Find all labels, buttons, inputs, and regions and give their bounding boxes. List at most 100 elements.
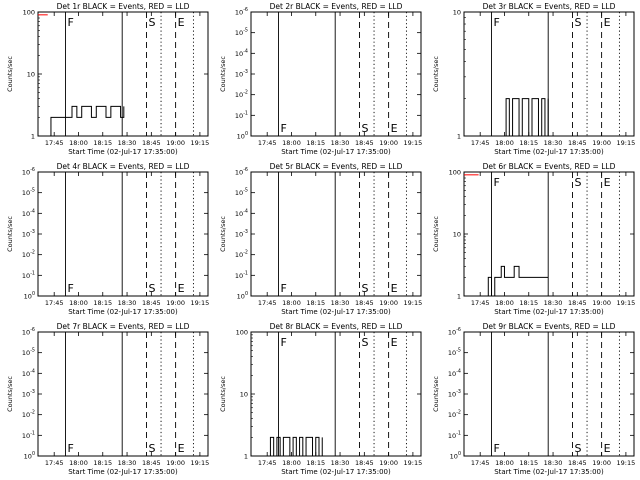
marker-label: F bbox=[281, 282, 287, 295]
y-tick-label: 10-4 bbox=[448, 368, 461, 378]
x-tick-label: 18:30 bbox=[544, 299, 563, 307]
y-axis-label: Counts/sec bbox=[432, 216, 440, 252]
marker-label: F bbox=[494, 442, 500, 455]
x-tick-label: 19:00 bbox=[166, 459, 185, 467]
x-tick-label: 17:45 bbox=[471, 459, 490, 467]
chart-title: Det 5r BLACK = Events, RED = LLD bbox=[270, 162, 403, 171]
series-line bbox=[504, 98, 549, 137]
detector-panel-8: Det 8r BLACK = Events, RED = LLD 1 10 100 17… bbox=[213, 320, 426, 480]
y-axis-label: Counts/sec bbox=[6, 376, 14, 412]
chart-svg: Det 2r BLACK = Events, RED = LLD 100 10-1 1… bbox=[219, 2, 422, 156]
y-tick-label: 10-6 bbox=[22, 167, 35, 177]
x-tick-label: 18:15 bbox=[93, 139, 112, 147]
detector-panel-6: Det 6r BLACK = Events, RED = LLD 1 10 100 17… bbox=[426, 160, 639, 320]
x-tick-label: 18:45 bbox=[568, 459, 587, 467]
x-tick-label: 18:30 bbox=[118, 139, 137, 147]
y-tick-exponent: -1 bbox=[243, 110, 248, 116]
x-tick-label: 18:15 bbox=[306, 459, 325, 467]
y-tick-label: 10-6 bbox=[235, 7, 248, 17]
marker-label: F bbox=[281, 122, 287, 135]
y-tick-exponent: -3 bbox=[243, 69, 248, 75]
chart-title: Det 7r BLACK = Events, RED = LLD bbox=[57, 322, 190, 331]
plot-frame bbox=[463, 331, 635, 457]
x-tick-label: 19:00 bbox=[379, 139, 398, 147]
chart-svg: Det 7r BLACK = Events, RED = LLD 100 10-1 1… bbox=[6, 322, 210, 476]
y-tick-exponent: -6 bbox=[243, 167, 248, 173]
detector-panel-1: Det 1r BLACK = Events, RED = LLD 1 10 100 17… bbox=[0, 0, 213, 160]
x-tick-label: 19:15 bbox=[191, 299, 210, 307]
y-tick-exponent: -6 bbox=[243, 7, 248, 13]
x-tick-label: 18:15 bbox=[93, 299, 112, 307]
y-tick-label: 10-5 bbox=[448, 348, 461, 358]
x-tick-label: 18:30 bbox=[544, 139, 563, 147]
y-tick-label: 1 bbox=[31, 133, 35, 141]
series-line bbox=[267, 436, 323, 457]
y-tick-exponent: -6 bbox=[30, 167, 35, 173]
y-tick-label: 10-4 bbox=[235, 48, 248, 58]
x-tick-label: 18:30 bbox=[118, 459, 137, 467]
y-tick-label: 10-2 bbox=[235, 90, 248, 100]
marker-label: E bbox=[604, 176, 611, 189]
chart-title: Det 1r BLACK = Events, RED = LLD bbox=[57, 2, 190, 11]
y-tick-label: 10-2 bbox=[22, 250, 35, 260]
series-line bbox=[481, 265, 549, 297]
x-tick-label: 19:15 bbox=[404, 459, 423, 467]
chart-title: Det 4r BLACK = Events, RED = LLD bbox=[57, 162, 190, 171]
x-tick-label: 18:00 bbox=[282, 139, 301, 147]
marker-label: S bbox=[148, 16, 155, 29]
y-tick-label: 10-3 bbox=[22, 389, 35, 399]
y-tick-exponent: -6 bbox=[456, 327, 461, 333]
x-tick-label: 18:45 bbox=[355, 299, 374, 307]
marker-label: F bbox=[281, 336, 287, 349]
detector-panel-3: Det 3r BLACK = Events, RED = LLD 1 10 17:45… bbox=[426, 0, 639, 160]
x-tick-label: 19:00 bbox=[166, 139, 185, 147]
x-tick-label: 18:15 bbox=[306, 299, 325, 307]
y-tick-label: 10 bbox=[27, 71, 35, 79]
y-tick-label: 10-2 bbox=[22, 410, 35, 420]
y-tick-label: 10-1 bbox=[235, 110, 248, 120]
x-tick-label: 19:00 bbox=[166, 299, 185, 307]
x-tick-label: 19:15 bbox=[404, 299, 423, 307]
y-tick-exponent: -2 bbox=[243, 90, 248, 96]
y-tick-exponent: -2 bbox=[30, 250, 35, 256]
chart-title: Det 8r BLACK = Events, RED = LLD bbox=[270, 322, 403, 331]
y-tick-label: 10-4 bbox=[22, 208, 35, 218]
x-tick-label: 19:15 bbox=[617, 299, 636, 307]
y-tick-label: 100 bbox=[24, 291, 35, 301]
chart-svg: Det 3r BLACK = Events, RED = LLD 1 10 17:45… bbox=[432, 2, 635, 156]
x-tick-label: 18:15 bbox=[519, 459, 538, 467]
marker-label: E bbox=[178, 442, 185, 455]
y-tick-exponent: 0 bbox=[458, 451, 461, 457]
detector-panel-9: Det 9r BLACK = Events, RED = LLD 100 10-1 1… bbox=[426, 320, 639, 480]
x-tick-label: 17:45 bbox=[45, 299, 64, 307]
y-tick-exponent: -5 bbox=[456, 348, 461, 354]
x-tick-label: 18:45 bbox=[142, 299, 161, 307]
y-tick-label: 10-5 bbox=[235, 28, 248, 38]
x-tick-label: 18:00 bbox=[495, 299, 514, 307]
y-tick-label: 10-3 bbox=[448, 389, 461, 399]
y-tick-label: 1 bbox=[457, 293, 461, 301]
x-tick-label: 18:15 bbox=[93, 459, 112, 467]
x-tick-label: 17:45 bbox=[471, 299, 490, 307]
x-axis-label: Start Time (02-Jul-17 17:35:00) bbox=[494, 148, 604, 156]
marker-label: S bbox=[574, 176, 581, 189]
y-axis-label: Counts/sec bbox=[219, 56, 227, 92]
x-tick-label: 18:00 bbox=[282, 299, 301, 307]
y-tick-label: 10-3 bbox=[22, 229, 35, 239]
y-tick-label: 10 bbox=[240, 391, 248, 399]
y-tick-exponent: 0 bbox=[245, 131, 248, 137]
y-tick-exponent: -3 bbox=[456, 389, 461, 395]
y-tick-exponent: -5 bbox=[30, 348, 35, 354]
x-tick-label: 19:15 bbox=[191, 459, 210, 467]
x-axis-label: Start Time (02-Jul-17 17:35:00) bbox=[68, 308, 178, 316]
x-tick-label: 18:45 bbox=[568, 139, 587, 147]
marker-label: S bbox=[361, 282, 368, 295]
x-axis-label: Start Time (02-Jul-17 17:35:00) bbox=[281, 468, 391, 476]
chart-svg: Det 6r BLACK = Events, RED = LLD 1 10 100 17… bbox=[432, 162, 636, 316]
chart-svg: Det 4r BLACK = Events, RED = LLD 100 10-1 1… bbox=[6, 162, 210, 316]
marker-label: F bbox=[68, 282, 74, 295]
y-tick-label: 10-5 bbox=[235, 188, 248, 198]
y-tick-label: 10-1 bbox=[22, 430, 35, 440]
y-tick-exponent: -1 bbox=[456, 430, 461, 436]
y-tick-label: 10-1 bbox=[448, 430, 461, 440]
